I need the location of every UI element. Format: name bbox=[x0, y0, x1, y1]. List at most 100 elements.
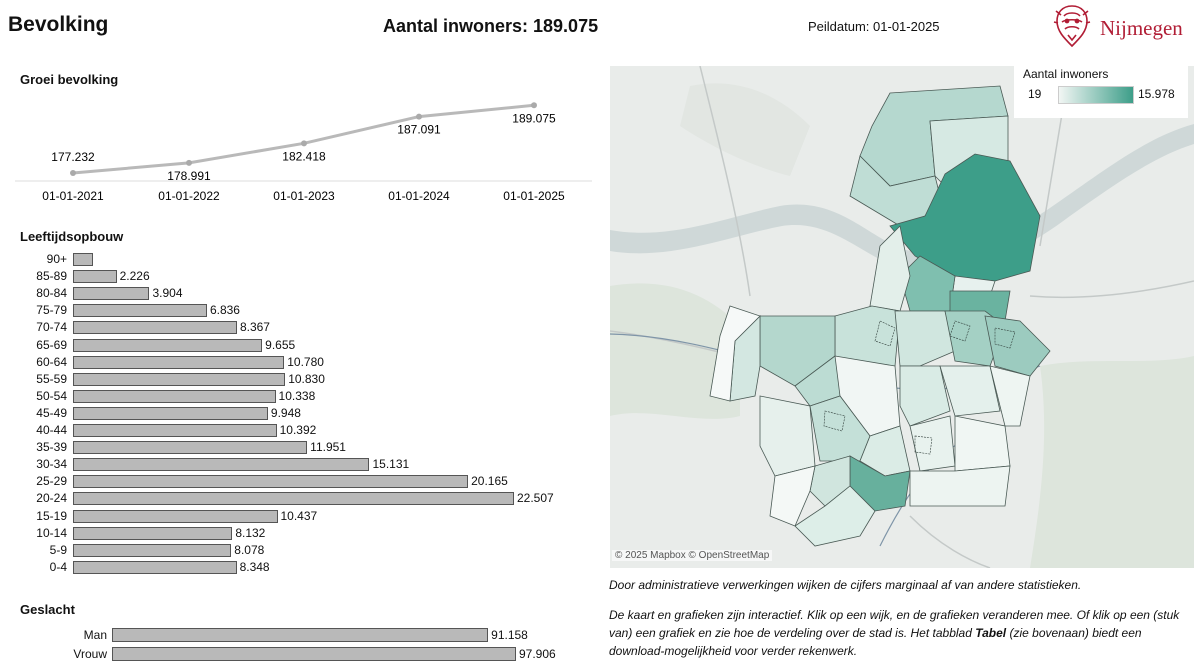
logo-text: Nijmegen bbox=[1100, 16, 1183, 40]
age-bar[interactable] bbox=[73, 338, 263, 352]
growth-x-tick: 01-01-2025 bbox=[503, 189, 565, 203]
age-category-label: 30-34 bbox=[36, 457, 67, 472]
growth-value-label: 189.075 bbox=[512, 111, 556, 125]
age-category-label: 5-9 bbox=[49, 542, 67, 557]
growth-title: Groei bevolking bbox=[20, 72, 119, 87]
age-value-label: 9.655 bbox=[265, 337, 296, 352]
age-category-label: 45-49 bbox=[36, 405, 67, 420]
age-bar[interactable] bbox=[73, 526, 233, 540]
age-category-label: 70-74 bbox=[36, 320, 67, 335]
age-bar[interactable] bbox=[73, 475, 469, 489]
map-legend: Aantal inwoners 19 15.978 bbox=[1014, 64, 1188, 118]
age-bar[interactable] bbox=[73, 492, 514, 506]
age-bar[interactable] bbox=[73, 389, 276, 403]
district[interactable] bbox=[909, 415, 956, 472]
age-bar[interactable] bbox=[73, 304, 207, 318]
age-bar[interactable] bbox=[73, 458, 370, 472]
page-title: Bevolking bbox=[8, 13, 109, 36]
district[interactable] bbox=[869, 225, 911, 312]
map-attribution[interactable]: © 2025 Mapbox © OpenStreetMap bbox=[612, 550, 773, 561]
growth-x-tick: 01-01-2021 bbox=[42, 189, 104, 203]
note-interactive-part2: (zie bovenaan) biedt een download-mogeli… bbox=[609, 626, 1142, 658]
district[interactable] bbox=[759, 395, 816, 477]
growth-point[interactable] bbox=[531, 102, 537, 109]
district[interactable] bbox=[984, 315, 1051, 377]
sex-bar[interactable] bbox=[112, 647, 516, 661]
growth-point[interactable] bbox=[416, 113, 422, 120]
age-category-label: 35-39 bbox=[36, 440, 67, 455]
legend-color-ramp bbox=[1058, 86, 1134, 104]
growth-chart[interactable]: 177.232 01-01-2021 178.991 01-01-2022 182.41… bbox=[0, 88, 600, 210]
legend-min: 19 bbox=[1028, 87, 1042, 101]
sex-value-label: 91.158 bbox=[491, 628, 528, 642]
sex-category-label: Man bbox=[83, 628, 107, 642]
age-bar[interactable] bbox=[73, 560, 237, 574]
note-interactive: De kaart en grafieken zijn interactief. … bbox=[609, 606, 1194, 660]
growth-x-tick: 01-01-2022 bbox=[158, 189, 220, 203]
growth-point[interactable] bbox=[186, 159, 192, 166]
district-map[interactable] bbox=[610, 66, 1194, 568]
age-bar[interactable] bbox=[73, 509, 278, 523]
age-category-label: 25-29 bbox=[36, 474, 67, 489]
age-category-label: 20-24 bbox=[36, 491, 67, 506]
green-area bbox=[680, 83, 810, 176]
age-category-label: 90+ bbox=[46, 252, 67, 266]
age-chart[interactable]: 90+ 85-89 2.226 80-84 3.904 75-79 6.836 70-74 8.… bbox=[0, 252, 600, 582]
age-bar[interactable] bbox=[73, 424, 277, 437]
note-interactive-part1: De kaart en grafieken zijn interactief. … bbox=[609, 608, 1180, 640]
district[interactable] bbox=[954, 415, 1011, 472]
age-value-label: 10.830 bbox=[288, 371, 325, 386]
age-title: Leeftijdsopbouw bbox=[20, 229, 124, 244]
district[interactable] bbox=[939, 365, 1001, 417]
tabel-tab-reference: Tabel bbox=[975, 626, 1007, 640]
age-category-label: 65-69 bbox=[36, 337, 67, 352]
sex-chart[interactable]: Man 91.158 Vrouw 97.906 bbox=[0, 627, 600, 665]
age-bar[interactable] bbox=[73, 321, 237, 335]
age-category-label: 55-59 bbox=[36, 371, 67, 386]
age-bar[interactable] bbox=[73, 287, 150, 301]
age-value-label: 22.507 bbox=[517, 491, 554, 506]
reference-date: Peildatum: 01-01-2025 bbox=[808, 19, 940, 34]
age-category-label: 0-4 bbox=[49, 559, 67, 574]
district[interactable] bbox=[899, 365, 951, 427]
map-canvas[interactable] bbox=[610, 66, 1194, 568]
green-area bbox=[610, 283, 740, 419]
legend-title: Aantal inwoners bbox=[1023, 67, 1109, 81]
age-category-label: 75-79 bbox=[36, 303, 67, 318]
age-bar[interactable] bbox=[73, 441, 308, 455]
age-category-label: 40-44 bbox=[36, 423, 67, 437]
growth-x-tick: 01-01-2023 bbox=[273, 189, 335, 203]
nijmegen-logo: Nijmegen bbox=[1052, 2, 1197, 50]
district[interactable] bbox=[794, 485, 876, 547]
age-value-label: 9.948 bbox=[270, 405, 301, 420]
age-value-label: 10.437 bbox=[280, 508, 318, 523]
age-value-label: 6.836 bbox=[209, 303, 240, 318]
age-value-label: 8.132 bbox=[235, 525, 266, 540]
sex-bar[interactable] bbox=[112, 628, 489, 642]
growth-value-label: 178.991 bbox=[167, 169, 211, 183]
district[interactable] bbox=[989, 365, 1031, 427]
district[interactable] bbox=[894, 310, 956, 367]
age-bar[interactable] bbox=[73, 253, 93, 266]
age-value-label: 15.131 bbox=[372, 457, 410, 472]
age-bar[interactable] bbox=[73, 543, 232, 557]
age-category-label: 85-89 bbox=[36, 269, 67, 284]
growth-point[interactable] bbox=[301, 140, 307, 147]
age-value-label: 8.367 bbox=[239, 320, 270, 335]
river-waal bbox=[610, 124, 1194, 274]
age-value-label: 2.226 bbox=[119, 269, 150, 284]
district[interactable] bbox=[909, 465, 1011, 507]
age-value-label: 10.392 bbox=[279, 423, 317, 437]
growth-x-tick: 01-01-2024 bbox=[388, 189, 450, 203]
age-bar[interactable] bbox=[73, 355, 285, 369]
growth-value-label: 187.091 bbox=[397, 123, 441, 137]
age-value-label: 11.951 bbox=[310, 440, 346, 455]
age-value-label: 20.165 bbox=[471, 474, 508, 489]
age-bar[interactable] bbox=[73, 406, 268, 420]
age-bar[interactable] bbox=[73, 270, 117, 284]
district[interactable] bbox=[709, 305, 761, 402]
growth-point[interactable] bbox=[70, 169, 76, 176]
district[interactable] bbox=[769, 465, 816, 527]
age-value-label: 8.348 bbox=[239, 559, 270, 574]
age-bar[interactable] bbox=[73, 372, 286, 386]
